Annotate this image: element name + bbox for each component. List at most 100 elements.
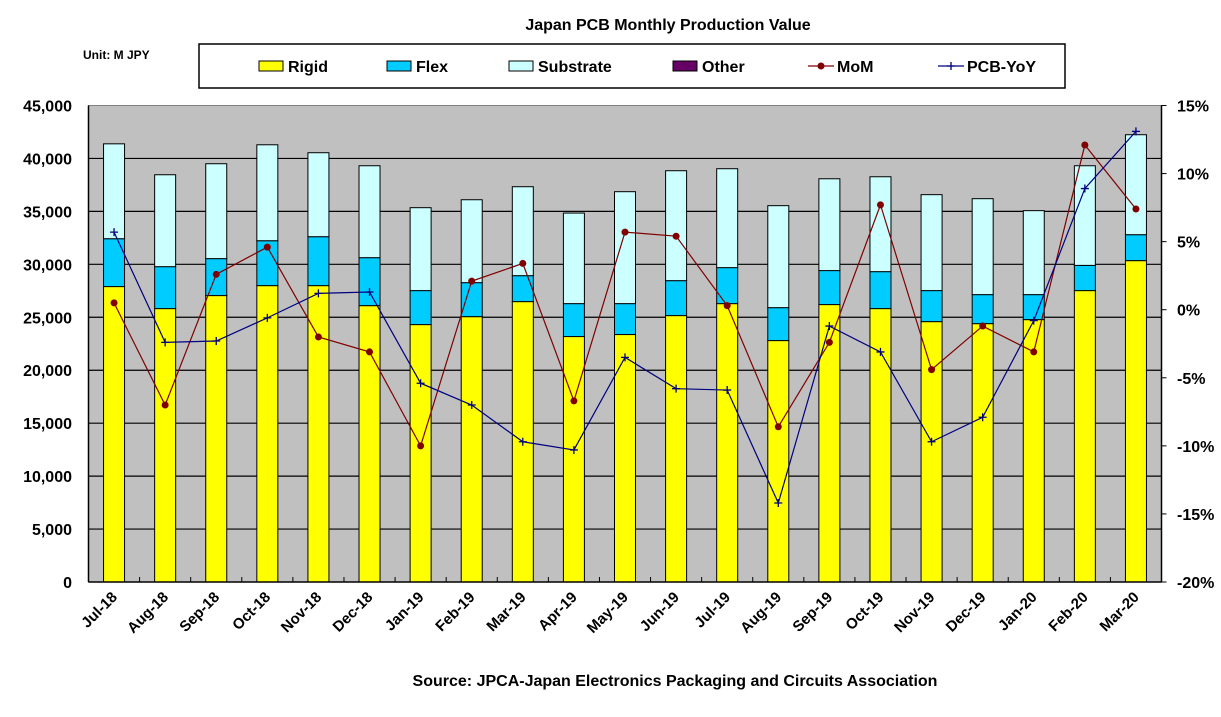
bar-substrate [358, 165, 381, 259]
bar-substrate [1124, 134, 1147, 236]
x-tick-label: Jul-19 [691, 589, 734, 632]
point-mom [110, 299, 118, 307]
y-right-tick-label: -5% [1177, 371, 1205, 388]
point-mom [570, 397, 578, 405]
bar-substrate [205, 163, 228, 260]
bar-rigid [818, 304, 841, 583]
bar-rigid [767, 340, 790, 583]
y-right-tick-label: -10% [1177, 439, 1214, 456]
point-mom [468, 277, 476, 285]
x-tick-label: Feb-20 [1045, 589, 1091, 635]
bar-substrate [818, 178, 841, 272]
x-tick-label: Oct-19 [842, 589, 887, 634]
y-left-tick-label: 35,000 [23, 204, 72, 221]
bar-substrate [511, 186, 534, 277]
x-tick-label: Mar-20 [1097, 589, 1143, 635]
y-right-tick-label: -15% [1177, 507, 1214, 524]
x-tick-label: Feb-19 [432, 589, 478, 635]
bar-rigid [358, 305, 381, 583]
y-right-tick-label: 5% [1177, 235, 1200, 252]
point-mom [672, 232, 680, 240]
bar-substrate [103, 143, 126, 240]
bar-flex [1073, 264, 1096, 292]
bar-flex [869, 271, 892, 310]
bar-flex [409, 290, 432, 326]
bar-flex [767, 307, 790, 342]
point-pcb-yoy [672, 384, 681, 393]
point-mom [1030, 348, 1038, 356]
point-mom [212, 270, 220, 278]
y-left-tick-label: 0 [63, 575, 72, 592]
y-left-tick-label: 15,000 [23, 416, 72, 433]
bar-substrate [716, 168, 739, 269]
y-left-tick-label: 30,000 [23, 257, 72, 274]
point-pcb-yoy [876, 347, 885, 356]
bar-substrate [920, 194, 943, 292]
bar-rigid [971, 323, 994, 583]
point-pcb-yoy [365, 288, 374, 297]
chart-title: Japan PCB Monthly Production Value [525, 17, 810, 34]
y-right-tick-label: 15% [1177, 99, 1209, 116]
point-mom [263, 243, 271, 251]
bar-flex [1022, 294, 1045, 321]
x-tick-label: Mar-19 [483, 589, 529, 635]
y-left-tick-label: 40,000 [23, 151, 72, 168]
bar-substrate [1022, 210, 1045, 296]
legend-label-mom: MoM [837, 59, 873, 76]
point-pcb-yoy [314, 289, 323, 298]
bar-rigid [307, 285, 330, 583]
x-tick-label: Jan-20 [995, 589, 1041, 635]
point-mom [621, 228, 629, 236]
point-pcb-yoy [927, 437, 936, 446]
x-tick-label: Jul-18 [78, 589, 121, 632]
bar-flex [1124, 234, 1147, 262]
x-tick-label: Nov-19 [891, 589, 938, 636]
bar-rigid [409, 324, 432, 583]
bar-substrate [409, 207, 432, 292]
bar-rigid [665, 315, 688, 583]
bar-flex [511, 275, 534, 303]
x-tick-label: Dec-18 [330, 589, 377, 636]
y-right-tick-label: -20% [1177, 575, 1214, 592]
bar-rigid [716, 303, 739, 583]
legend-label-pcb-yoy: PCB-YoY [967, 59, 1036, 76]
point-pcb-yoy [1131, 127, 1140, 136]
point-mom [876, 201, 884, 209]
bar-flex [307, 236, 330, 287]
point-pcb-yoy [1080, 184, 1089, 193]
bar-flex [920, 290, 943, 323]
point-mom [366, 348, 374, 356]
bar-substrate [460, 199, 483, 284]
bar-flex [665, 280, 688, 317]
bar-substrate [256, 144, 279, 242]
x-tick-label: Aug-18 [124, 589, 172, 637]
bar-flex [716, 267, 739, 305]
legend-box [198, 43, 1066, 89]
bar-flex [971, 294, 994, 325]
point-pcb-yoy [161, 338, 170, 347]
point-mom [723, 302, 731, 310]
y-left-tick-label: 5,000 [32, 522, 72, 539]
y-left-tick-label: 10,000 [23, 469, 72, 486]
bar-substrate [869, 176, 892, 273]
legend-swatch-flex [386, 60, 412, 72]
source-note: Source: JPCA-Japan Electronics Packaging… [413, 673, 938, 690]
x-tick-label: Aug-19 [737, 589, 785, 637]
point-pcb-yoy [774, 499, 783, 508]
bar-substrate [307, 152, 330, 238]
y-right-tick-label: 0% [1177, 303, 1200, 320]
bar-rigid [103, 286, 126, 583]
point-pcb-yoy [467, 401, 476, 410]
y-right-tick-label: 10% [1177, 167, 1209, 184]
point-pcb-yoy [416, 379, 425, 388]
unit-label: Unit: M JPY [83, 48, 150, 62]
lines [110, 127, 1140, 508]
bar-rigid [460, 316, 483, 583]
point-pcb-yoy [1029, 316, 1038, 325]
point-mom [774, 423, 782, 431]
bar-flex [562, 303, 585, 338]
point-mom [314, 333, 322, 341]
legend-label-flex: Flex [416, 59, 448, 76]
point-mom [161, 401, 169, 409]
point-pcb-yoy [723, 386, 732, 395]
